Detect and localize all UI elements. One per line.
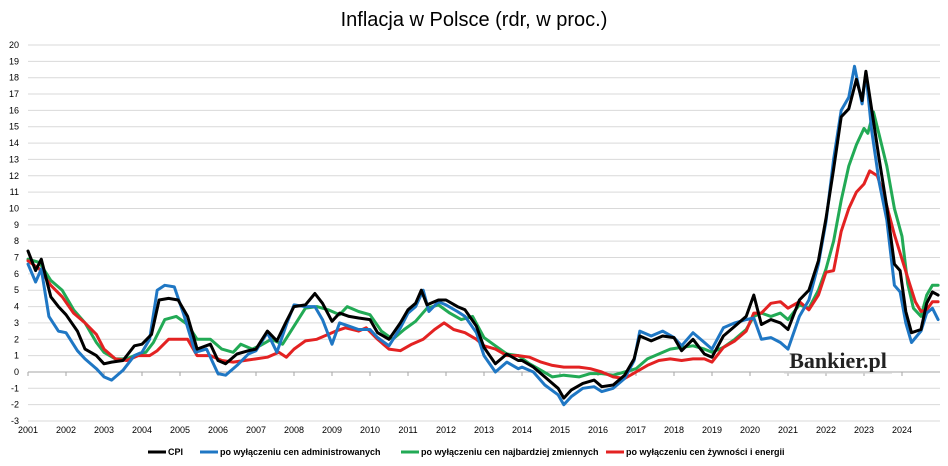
y-tick-label: 20 [9,40,19,50]
x-tick-label: 2011 [398,425,417,435]
y-tick-label: 2 [14,334,19,344]
legend-label-2: po wyłączeniu cen najbardziej zmiennych [421,447,599,457]
y-tick-label: 19 [9,56,19,66]
x-tick-label: 2023 [854,425,874,435]
y-tick-label: 12 [9,171,19,181]
y-tick-label: 17 [9,89,19,99]
y-tick-label: 16 [9,105,19,115]
y-tick-label: -3 [11,416,19,426]
x-tick-label: 2016 [588,425,608,435]
x-tick-label: 2003 [94,425,114,435]
x-tick-label: 2022 [816,425,836,435]
watermark-underline [784,372,892,374]
y-tick-label: 3 [14,318,19,328]
x-tick-label: 2019 [702,425,722,435]
y-tick-label: 18 [9,73,19,83]
x-tick-label: 2014 [512,425,532,435]
x-tick-label: 2005 [170,425,190,435]
series-line-0 [26,69,940,400]
y-tick-label: 6 [14,269,19,279]
legend: CPI po wyłączeniu cen administrowanych po … [148,447,785,457]
x-tick-label: 2001 [18,425,38,435]
y-tick-label: 15 [9,122,19,132]
x-tick-label: 2010 [360,425,380,435]
x-tick-label: 2008 [284,425,304,435]
y-tick-label: 8 [14,236,19,246]
x-tick-label: 2009 [322,425,342,435]
legend-label-1: po wyłączeniu cen administrowanych [220,447,381,457]
series-lines [26,64,940,407]
x-axis: 2001 2002 2003 2004 2005 2006 2007 2008 2009 2010… [18,371,940,435]
legend-label-0: CPI [168,447,183,457]
x-tick-label: 2017 [626,425,646,435]
x-tick-label: 2002 [56,425,76,435]
chart-title: Inflacja w Polsce (rdr, w proc.) [341,9,608,31]
y-tick-label: 10 [9,203,19,213]
y-tick-label: -1 [11,383,19,393]
y-tick-label: 11 [10,187,19,197]
x-tick-label: 2006 [208,425,228,435]
x-tick-label: 2007 [246,425,266,435]
y-tick-label: -2 [11,400,19,410]
y-tick-label: 14 [9,138,19,148]
watermark-text: Bankier.pl [789,348,887,373]
x-tick-label: 2013 [474,425,494,435]
x-tick-label: 2018 [664,425,684,435]
x-tick-label: 2004 [132,425,152,435]
x-tick-label: 2024 [892,425,912,435]
y-tick-label: 13 [9,154,19,164]
x-tick-label: 2020 [740,425,760,435]
y-tick-label: 0 [14,367,19,377]
y-tick-label: 1 [14,351,19,361]
y-tick-label: 5 [14,285,19,295]
bankier-watermark: Bankier.pl [784,348,892,374]
y-tick-label: 4 [14,302,19,312]
y-tick-label: 7 [14,253,19,263]
y-tick-label: 9 [14,220,19,230]
x-tick-label: 2021 [778,425,798,435]
x-tick-label: 2015 [550,425,570,435]
x-tick-label: 2012 [436,425,456,435]
legend-label-3: po wyłączeniu cen żywności i energii [626,447,785,457]
